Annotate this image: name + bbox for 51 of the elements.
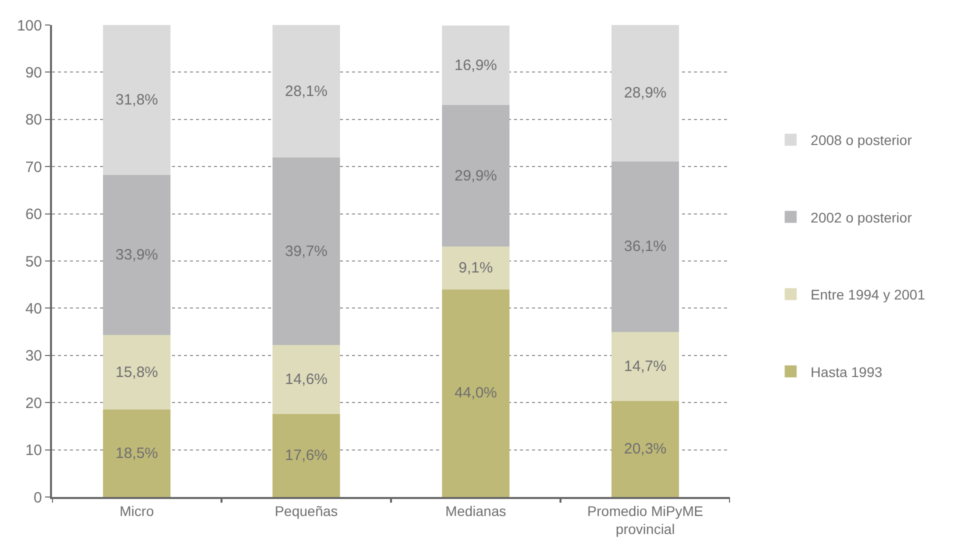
- y-tick-label: 50: [25, 253, 42, 270]
- legend-label: Entre 1994 y 2001: [810, 286, 926, 303]
- x-tick-label: Pequeñas: [274, 502, 338, 519]
- data-label: 18,5%: [115, 444, 158, 462]
- data-label: 29,9%: [454, 167, 498, 184]
- bar: [272, 345, 340, 414]
- bar: [611, 332, 680, 402]
- data-label: 14,7%: [624, 358, 667, 375]
- legend-label: Hasta 1993: [810, 364, 882, 380]
- data-label: 36,1%: [624, 238, 667, 256]
- bar: [102, 25, 171, 176]
- y-tick-label: 30: [25, 348, 42, 365]
- x-tick-label: Medianas: [445, 502, 506, 519]
- data-label: 16,9%: [454, 56, 498, 74]
- y-tick-label: 20: [25, 394, 42, 412]
- bar: [102, 175, 171, 336]
- data-label: 9,1%: [458, 259, 493, 276]
- data-label: 33,9%: [115, 246, 158, 264]
- legend-label: 2002 o posterior: [810, 209, 912, 226]
- bar: [442, 246, 510, 290]
- x-tick-label: Micro: [120, 502, 154, 519]
- y-tick-label: 10: [25, 442, 42, 460]
- bar: [442, 105, 510, 246]
- y-tick-label: 0: [34, 489, 42, 506]
- bar: [611, 25, 680, 162]
- y-tick-label: 90: [25, 64, 42, 82]
- y-tick-label: 80: [25, 112, 42, 129]
- data-label: 28,1%: [284, 82, 328, 100]
- bar: [102, 335, 171, 410]
- bar: [442, 289, 510, 497]
- bar: [272, 414, 340, 497]
- data-label: 14,6%: [284, 370, 328, 388]
- bar: [272, 25, 340, 158]
- data-label: 28,9%: [624, 84, 667, 102]
- y-tick-label: 100: [16, 17, 42, 34]
- data-label: 15,8%: [115, 364, 158, 381]
- y-tick-label: 60: [25, 206, 42, 224]
- data-label: 39,7%: [284, 242, 328, 260]
- data-label: 31,8%: [115, 92, 158, 109]
- bar: [611, 161, 680, 332]
- bar: [102, 410, 171, 497]
- legend-label: 2008 o posterior: [810, 132, 912, 148]
- bar: [611, 401, 680, 497]
- y-tick-label: 70: [25, 158, 42, 176]
- y-tick-label: 40: [25, 300, 42, 318]
- bar: [272, 158, 340, 346]
- data-label: 20,3%: [624, 440, 667, 458]
- x-tick-label: Promedio MiPyME provincial: [587, 502, 704, 537]
- data-label: 17,6%: [284, 446, 328, 464]
- data-label: 44,0%: [454, 384, 498, 402]
- bar: [442, 25, 510, 106]
